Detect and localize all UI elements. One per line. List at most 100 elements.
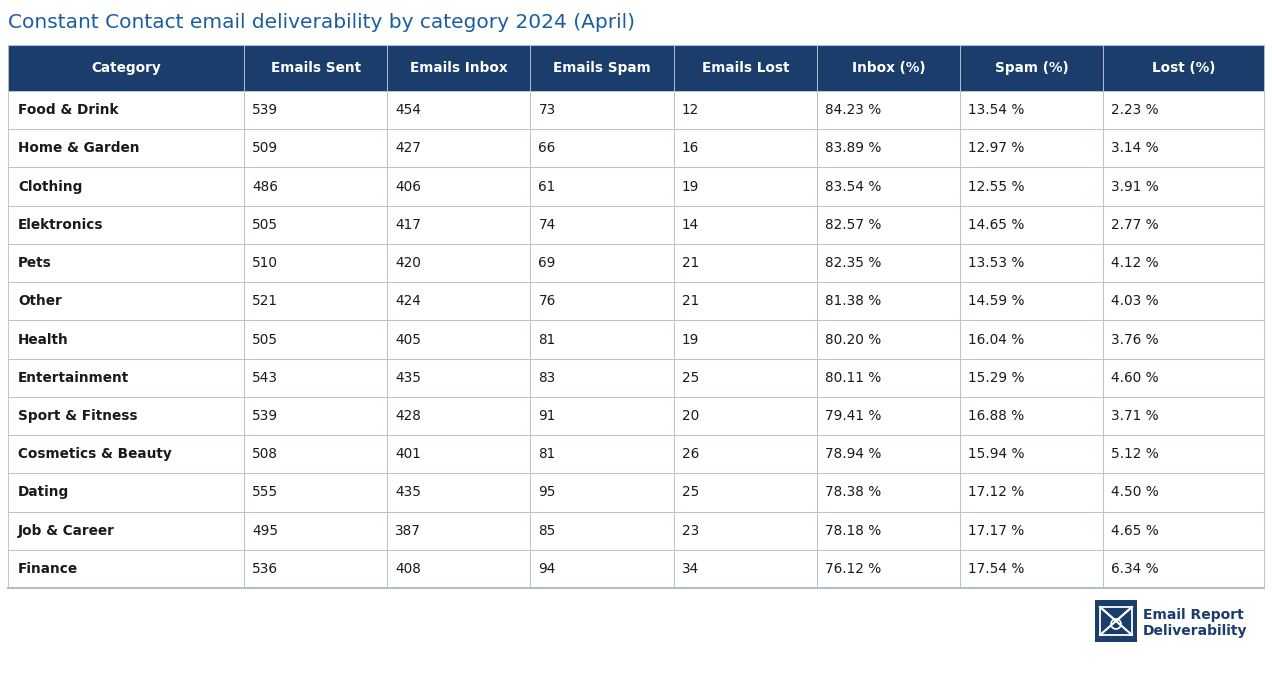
Bar — [674, 320, 817, 358]
Text: 505: 505 — [252, 333, 279, 347]
Bar — [817, 130, 960, 167]
Bar — [674, 397, 817, 435]
Bar — [1103, 91, 1264, 130]
Bar — [244, 511, 387, 550]
Bar — [244, 550, 387, 588]
Bar — [674, 91, 817, 130]
Text: 3.14 %: 3.14 % — [1112, 141, 1159, 155]
Bar — [387, 397, 530, 435]
Text: 25: 25 — [682, 486, 700, 500]
Bar — [244, 244, 387, 282]
Text: 16.04 %: 16.04 % — [968, 333, 1024, 347]
Bar — [960, 397, 1103, 435]
Bar — [817, 435, 960, 473]
Bar — [1103, 206, 1264, 244]
Text: 76: 76 — [538, 294, 556, 308]
Bar — [674, 130, 817, 167]
Bar — [244, 91, 387, 130]
Text: 26: 26 — [682, 447, 698, 461]
Bar — [387, 282, 530, 320]
Text: 23: 23 — [682, 524, 698, 537]
Text: 505: 505 — [252, 218, 279, 232]
Bar — [817, 206, 960, 244]
Bar — [530, 397, 674, 435]
Bar — [387, 435, 530, 473]
Text: 83: 83 — [538, 371, 556, 384]
Text: 3.76 %: 3.76 % — [1112, 333, 1159, 347]
Bar — [530, 167, 674, 206]
Text: 428: 428 — [396, 409, 421, 423]
Bar — [387, 358, 530, 397]
Bar — [244, 206, 387, 244]
Bar — [960, 130, 1103, 167]
Text: 536: 536 — [252, 562, 279, 576]
Text: 25: 25 — [682, 371, 700, 384]
Bar — [960, 244, 1103, 282]
Text: Dating: Dating — [18, 486, 69, 500]
Text: 417: 417 — [396, 218, 421, 232]
Text: 82.57 %: 82.57 % — [824, 218, 881, 232]
Bar — [530, 91, 674, 130]
Text: 4.65 %: 4.65 % — [1112, 524, 1159, 537]
Bar — [817, 91, 960, 130]
Text: 14.59 %: 14.59 % — [968, 294, 1024, 308]
Bar — [817, 244, 960, 282]
Text: 2.77 %: 2.77 % — [1112, 218, 1159, 232]
Bar — [387, 91, 530, 130]
Bar — [8, 550, 244, 588]
Bar — [817, 167, 960, 206]
Text: 91: 91 — [538, 409, 556, 423]
Text: 495: 495 — [252, 524, 279, 537]
Text: 555: 555 — [252, 486, 279, 500]
Text: 94: 94 — [538, 562, 556, 576]
Bar — [1100, 607, 1132, 635]
Bar — [530, 473, 674, 511]
Text: 406: 406 — [396, 180, 421, 194]
Text: Emails Spam: Emails Spam — [553, 61, 651, 75]
Text: 16: 16 — [682, 141, 698, 155]
Text: Deliverability: Deliverability — [1144, 624, 1248, 638]
Text: Emails Inbox: Emails Inbox — [410, 61, 508, 75]
Text: 16.88 %: 16.88 % — [968, 409, 1024, 423]
Bar — [674, 206, 817, 244]
Bar — [674, 244, 817, 282]
Text: 508: 508 — [252, 447, 279, 461]
Text: 15.29 %: 15.29 % — [968, 371, 1024, 384]
Bar — [387, 320, 530, 358]
Bar — [960, 473, 1103, 511]
Bar — [960, 550, 1103, 588]
Text: 401: 401 — [396, 447, 421, 461]
Text: 539: 539 — [252, 103, 279, 117]
Bar — [387, 130, 530, 167]
Bar — [8, 130, 244, 167]
Text: 78.18 %: 78.18 % — [824, 524, 881, 537]
Bar — [1103, 550, 1264, 588]
Text: 427: 427 — [396, 141, 421, 155]
Bar — [8, 206, 244, 244]
Text: Emails Sent: Emails Sent — [271, 61, 361, 75]
Bar — [1103, 358, 1264, 397]
Text: 17.17 %: 17.17 % — [968, 524, 1024, 537]
Bar — [530, 244, 674, 282]
Text: 76.12 %: 76.12 % — [824, 562, 881, 576]
Text: 509: 509 — [252, 141, 279, 155]
Bar — [960, 167, 1103, 206]
Bar — [387, 511, 530, 550]
Bar — [674, 358, 817, 397]
Text: Entertainment: Entertainment — [18, 371, 130, 384]
Bar — [244, 397, 387, 435]
Text: 543: 543 — [252, 371, 279, 384]
Text: Constant Contact email deliverability by category 2024 (April): Constant Contact email deliverability by… — [8, 12, 635, 32]
Text: 81.38 %: 81.38 % — [824, 294, 881, 308]
Text: 69: 69 — [538, 256, 556, 270]
Bar — [244, 435, 387, 473]
Text: Emails Lost: Emails Lost — [702, 61, 789, 75]
Bar — [1103, 244, 1264, 282]
Bar — [1103, 473, 1264, 511]
Text: 405: 405 — [396, 333, 421, 347]
Text: 14: 14 — [682, 218, 698, 232]
Text: 83.89 %: 83.89 % — [824, 141, 881, 155]
Bar — [1103, 282, 1264, 320]
Text: 3.91 %: 3.91 % — [1112, 180, 1159, 194]
Bar — [817, 282, 960, 320]
